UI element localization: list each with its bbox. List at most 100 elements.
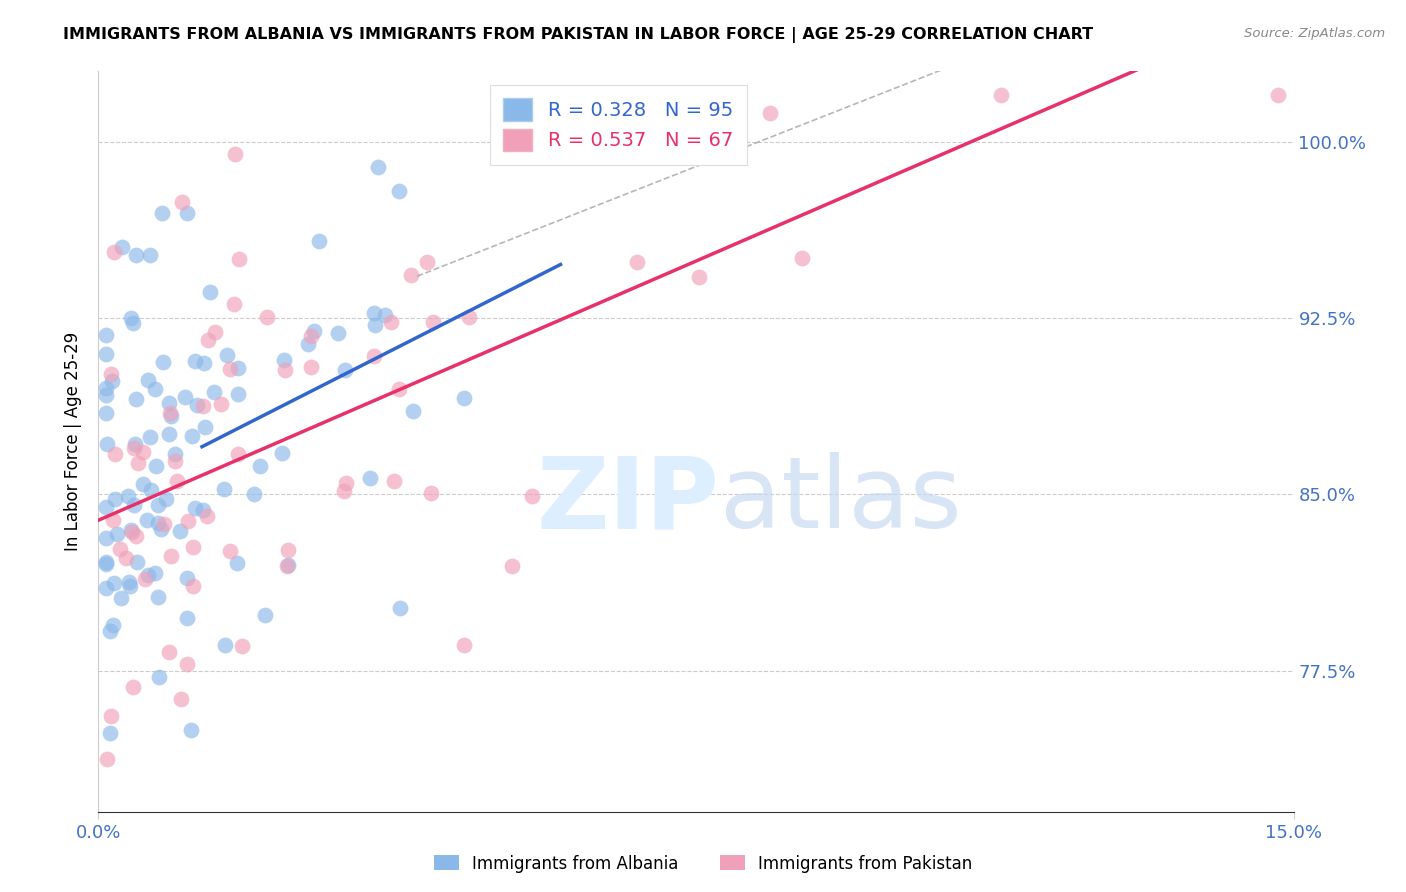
Point (96, 531, 118, 545)
Point (364, 318, 387, 332)
Point (181, 428, 204, 442)
Point (139, 430, 162, 444)
Point (125, 248, 148, 262)
Point (276, 559, 298, 574)
Point (146, 590, 169, 604)
Point (217, 348, 239, 362)
Point (96, 437, 118, 451)
Point (152, 355, 174, 369)
Point (228, 447, 250, 461)
Point (176, 657, 198, 672)
Point (101, 513, 124, 527)
Point (155, 491, 177, 506)
Point (553, 87, 575, 102)
Point (114, 550, 136, 565)
Point (98, 726, 121, 740)
Point (416, 255, 439, 269)
Point (160, 549, 183, 563)
Point (110, 541, 132, 556)
Point (626, 255, 648, 269)
Point (180, 723, 202, 737)
Point (104, 447, 127, 461)
Point (458, 310, 481, 325)
Point (453, 638, 475, 652)
Point (169, 524, 191, 539)
Point (193, 356, 215, 370)
Point (165, 447, 187, 461)
Point (388, 184, 411, 198)
Point (104, 492, 127, 507)
Point (120, 523, 142, 537)
Point (176, 611, 198, 625)
Point (98, 624, 121, 638)
Point (226, 360, 249, 375)
Text: atlas: atlas (720, 452, 962, 549)
Point (333, 483, 356, 498)
Point (96, 555, 118, 569)
Point (198, 285, 221, 299)
Point (243, 487, 266, 501)
Point (367, 160, 389, 174)
Point (194, 420, 217, 434)
Point (103, 576, 125, 591)
Point (105, 527, 128, 541)
Point (146, 516, 169, 530)
Point (127, 555, 149, 569)
Point (157, 396, 180, 410)
Point (124, 442, 146, 456)
Point (214, 638, 236, 652)
Point (122, 499, 145, 513)
Point (790, 252, 813, 266)
Point (335, 362, 357, 376)
Point (184, 500, 207, 515)
Point (990, 87, 1012, 102)
Point (96, 752, 118, 766)
Point (96, 347, 118, 361)
Point (132, 476, 155, 491)
Point (228, 252, 250, 266)
Point (1267, 87, 1289, 102)
Point (131, 445, 153, 459)
Point (335, 476, 357, 491)
Point (214, 482, 236, 496)
Point (389, 601, 412, 615)
Point (218, 543, 240, 558)
Point (157, 645, 180, 659)
Point (401, 403, 423, 417)
Y-axis label: In Labor Force | Age 25-29: In Labor Force | Age 25-29 (65, 332, 83, 551)
Point (121, 525, 143, 540)
Point (96, 558, 118, 572)
Point (173, 390, 195, 404)
Point (143, 383, 166, 397)
Point (125, 529, 148, 543)
Point (136, 373, 159, 387)
Point (163, 454, 186, 468)
Point (297, 337, 319, 351)
Point (121, 316, 143, 330)
Point (143, 566, 166, 581)
Point (249, 459, 271, 474)
Text: ZIP: ZIP (537, 452, 720, 549)
Point (150, 205, 173, 219)
Point (308, 235, 330, 249)
Point (134, 572, 156, 586)
Legend: R = 0.328   N = 95, R = 0.537   N = 67: R = 0.328 N = 95, R = 0.537 N = 67 (489, 85, 747, 165)
Point (145, 458, 167, 473)
Point (202, 385, 225, 400)
Point (191, 503, 214, 517)
Point (224, 147, 246, 161)
Text: Source: ZipAtlas.com: Source: ZipAtlas.com (1244, 27, 1385, 40)
Point (254, 607, 277, 622)
Point (273, 363, 295, 377)
Point (139, 247, 162, 261)
Point (111, 240, 134, 254)
Point (328, 326, 350, 340)
Point (226, 386, 249, 401)
Point (103, 245, 125, 260)
Point (170, 692, 193, 706)
Point (181, 579, 204, 593)
Point (596, 134, 619, 148)
Point (160, 409, 183, 423)
Point (166, 475, 188, 489)
Point (181, 541, 204, 555)
